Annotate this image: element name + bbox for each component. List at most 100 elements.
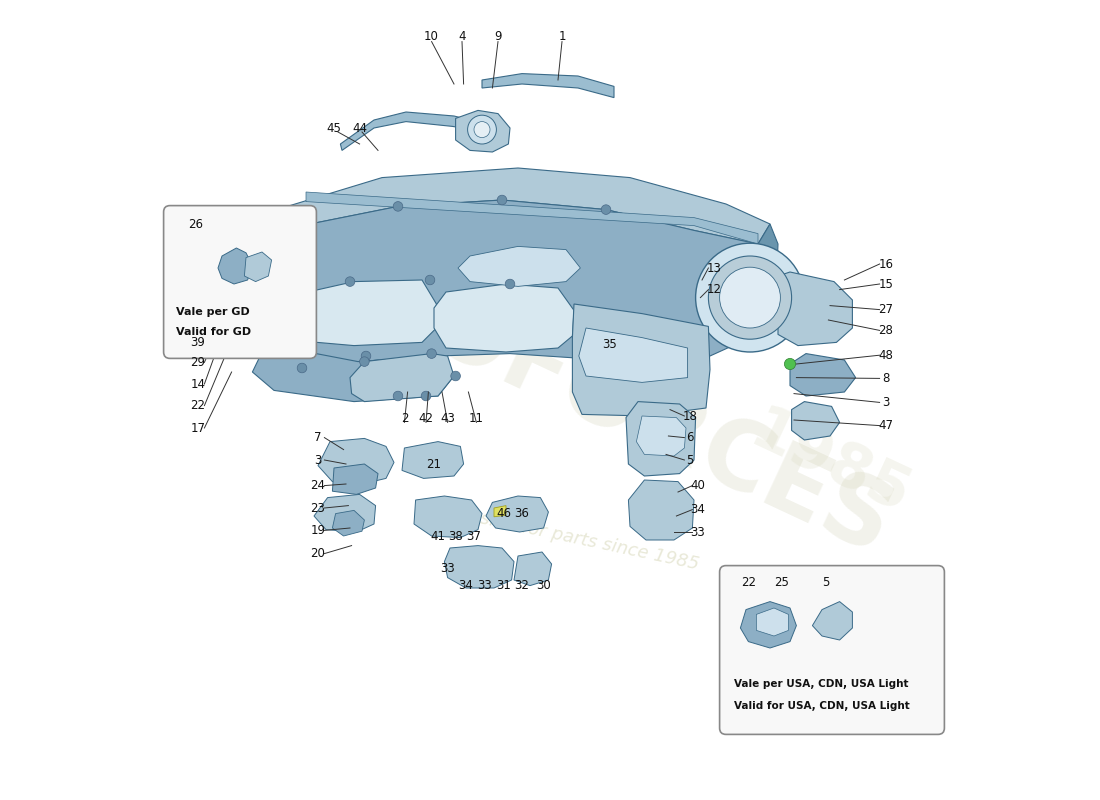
Text: 23: 23: [310, 502, 326, 514]
Circle shape: [451, 371, 461, 381]
Text: 29: 29: [190, 356, 206, 369]
Circle shape: [427, 349, 437, 358]
Circle shape: [602, 205, 610, 214]
Text: Vale per USA, CDN, USA Light: Vale per USA, CDN, USA Light: [734, 679, 909, 689]
Polygon shape: [332, 464, 378, 494]
Text: 17: 17: [190, 422, 206, 434]
Polygon shape: [778, 272, 852, 346]
Polygon shape: [572, 304, 710, 416]
Circle shape: [426, 275, 434, 285]
FancyBboxPatch shape: [164, 206, 317, 358]
Text: 5: 5: [823, 576, 829, 589]
Polygon shape: [274, 168, 770, 244]
Polygon shape: [434, 284, 574, 352]
Circle shape: [497, 195, 507, 205]
Text: 7: 7: [315, 431, 321, 444]
Text: 38: 38: [448, 530, 463, 542]
Polygon shape: [218, 248, 252, 284]
Circle shape: [393, 202, 403, 211]
Polygon shape: [306, 192, 758, 244]
Circle shape: [468, 115, 496, 144]
Text: 1985: 1985: [740, 402, 920, 526]
Text: 33: 33: [440, 562, 455, 574]
Text: 26: 26: [188, 218, 204, 230]
Text: 41: 41: [430, 530, 446, 542]
Text: 30: 30: [536, 579, 551, 592]
Polygon shape: [637, 416, 686, 456]
Text: 39: 39: [190, 336, 206, 349]
Circle shape: [361, 351, 371, 361]
Text: 5: 5: [686, 454, 694, 466]
Text: 20: 20: [310, 547, 326, 560]
Polygon shape: [244, 252, 272, 282]
Text: 40: 40: [691, 479, 705, 492]
Text: a passion for parts since 1985: a passion for parts since 1985: [431, 499, 701, 573]
Circle shape: [719, 267, 780, 328]
Text: 22: 22: [741, 576, 756, 589]
Text: 18: 18: [683, 410, 697, 422]
Text: 22: 22: [190, 399, 206, 412]
Polygon shape: [790, 354, 856, 396]
Text: 45: 45: [327, 122, 341, 134]
Text: 42: 42: [418, 412, 433, 425]
Text: 15: 15: [879, 278, 893, 290]
Text: 24: 24: [310, 479, 326, 492]
Text: 16: 16: [879, 258, 893, 270]
Polygon shape: [350, 354, 454, 402]
Polygon shape: [252, 344, 454, 402]
Text: 33: 33: [477, 579, 492, 592]
FancyBboxPatch shape: [719, 566, 945, 734]
Polygon shape: [458, 246, 581, 286]
Text: 35: 35: [603, 338, 617, 350]
Polygon shape: [455, 110, 510, 152]
Polygon shape: [626, 402, 695, 476]
Circle shape: [393, 391, 403, 401]
Circle shape: [784, 358, 795, 370]
Circle shape: [708, 256, 792, 339]
Text: 6: 6: [686, 431, 694, 444]
Text: 1: 1: [558, 30, 565, 42]
Polygon shape: [757, 608, 789, 636]
Text: 2: 2: [400, 412, 408, 425]
Text: 34: 34: [459, 579, 473, 592]
Circle shape: [421, 391, 431, 401]
Text: 4: 4: [459, 30, 465, 42]
Text: Valid for GD: Valid for GD: [176, 327, 252, 337]
Text: Valid for USA, CDN, USA Light: Valid for USA, CDN, USA Light: [734, 701, 910, 710]
Text: 8: 8: [882, 372, 890, 385]
Text: 34: 34: [691, 503, 705, 516]
Polygon shape: [266, 224, 310, 368]
Polygon shape: [813, 602, 852, 640]
Text: 48: 48: [879, 349, 893, 362]
Text: 27: 27: [879, 303, 893, 316]
Circle shape: [345, 277, 355, 286]
Polygon shape: [628, 480, 694, 540]
Text: 11: 11: [469, 412, 484, 425]
Polygon shape: [274, 280, 437, 346]
Text: 3: 3: [882, 396, 890, 409]
Circle shape: [695, 243, 804, 352]
Polygon shape: [579, 328, 688, 382]
Text: 21: 21: [427, 458, 441, 470]
Text: 33: 33: [691, 526, 705, 538]
Text: 25: 25: [774, 576, 790, 589]
Text: 12: 12: [706, 283, 722, 296]
Circle shape: [297, 363, 307, 373]
Polygon shape: [414, 496, 482, 538]
Polygon shape: [332, 510, 364, 536]
Polygon shape: [314, 494, 375, 532]
Text: 37: 37: [466, 530, 482, 542]
Polygon shape: [740, 602, 796, 648]
Polygon shape: [234, 240, 282, 342]
Circle shape: [360, 357, 370, 366]
Polygon shape: [482, 74, 614, 98]
Polygon shape: [486, 496, 549, 532]
Text: 14: 14: [190, 378, 206, 390]
Text: Vale per GD: Vale per GD: [176, 307, 250, 317]
Text: 32: 32: [515, 579, 529, 592]
Text: 43: 43: [440, 412, 455, 425]
Text: 19: 19: [310, 524, 326, 537]
Polygon shape: [514, 552, 551, 586]
Polygon shape: [318, 438, 394, 484]
Text: 13: 13: [706, 262, 722, 274]
